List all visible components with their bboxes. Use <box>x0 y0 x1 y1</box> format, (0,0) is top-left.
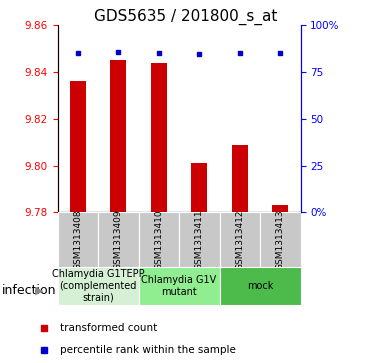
Bar <box>232 144 248 212</box>
Bar <box>179 212 220 267</box>
Text: GDS5635 / 201800_s_at: GDS5635 / 201800_s_at <box>94 9 277 25</box>
Text: GSM1313410: GSM1313410 <box>154 209 163 270</box>
Text: percentile rank within the sample: percentile rank within the sample <box>60 345 236 355</box>
Bar <box>220 267 301 305</box>
Text: GSM1313412: GSM1313412 <box>235 209 244 270</box>
Text: GSM1313413: GSM1313413 <box>276 209 285 270</box>
Text: infection: infection <box>2 284 56 297</box>
Bar <box>110 61 127 212</box>
Bar <box>70 81 86 212</box>
Bar <box>58 212 98 267</box>
Text: GSM1313408: GSM1313408 <box>73 209 82 270</box>
Text: GSM1313411: GSM1313411 <box>195 209 204 270</box>
Bar <box>58 267 138 305</box>
Bar <box>191 163 207 212</box>
Text: transformed count: transformed count <box>60 323 157 333</box>
Bar <box>220 212 260 267</box>
Text: mock: mock <box>247 281 273 291</box>
Text: GSM1313409: GSM1313409 <box>114 209 123 270</box>
Bar <box>260 212 301 267</box>
Bar <box>151 63 167 212</box>
Bar <box>272 205 288 212</box>
Text: Chlamydia G1TEPP
(complemented
strain): Chlamydia G1TEPP (complemented strain) <box>52 269 144 302</box>
Text: ▶: ▶ <box>35 285 43 295</box>
Bar <box>138 267 220 305</box>
Bar <box>98 212 138 267</box>
Text: Chlamydia G1V
mutant: Chlamydia G1V mutant <box>141 275 217 297</box>
Bar <box>138 212 179 267</box>
